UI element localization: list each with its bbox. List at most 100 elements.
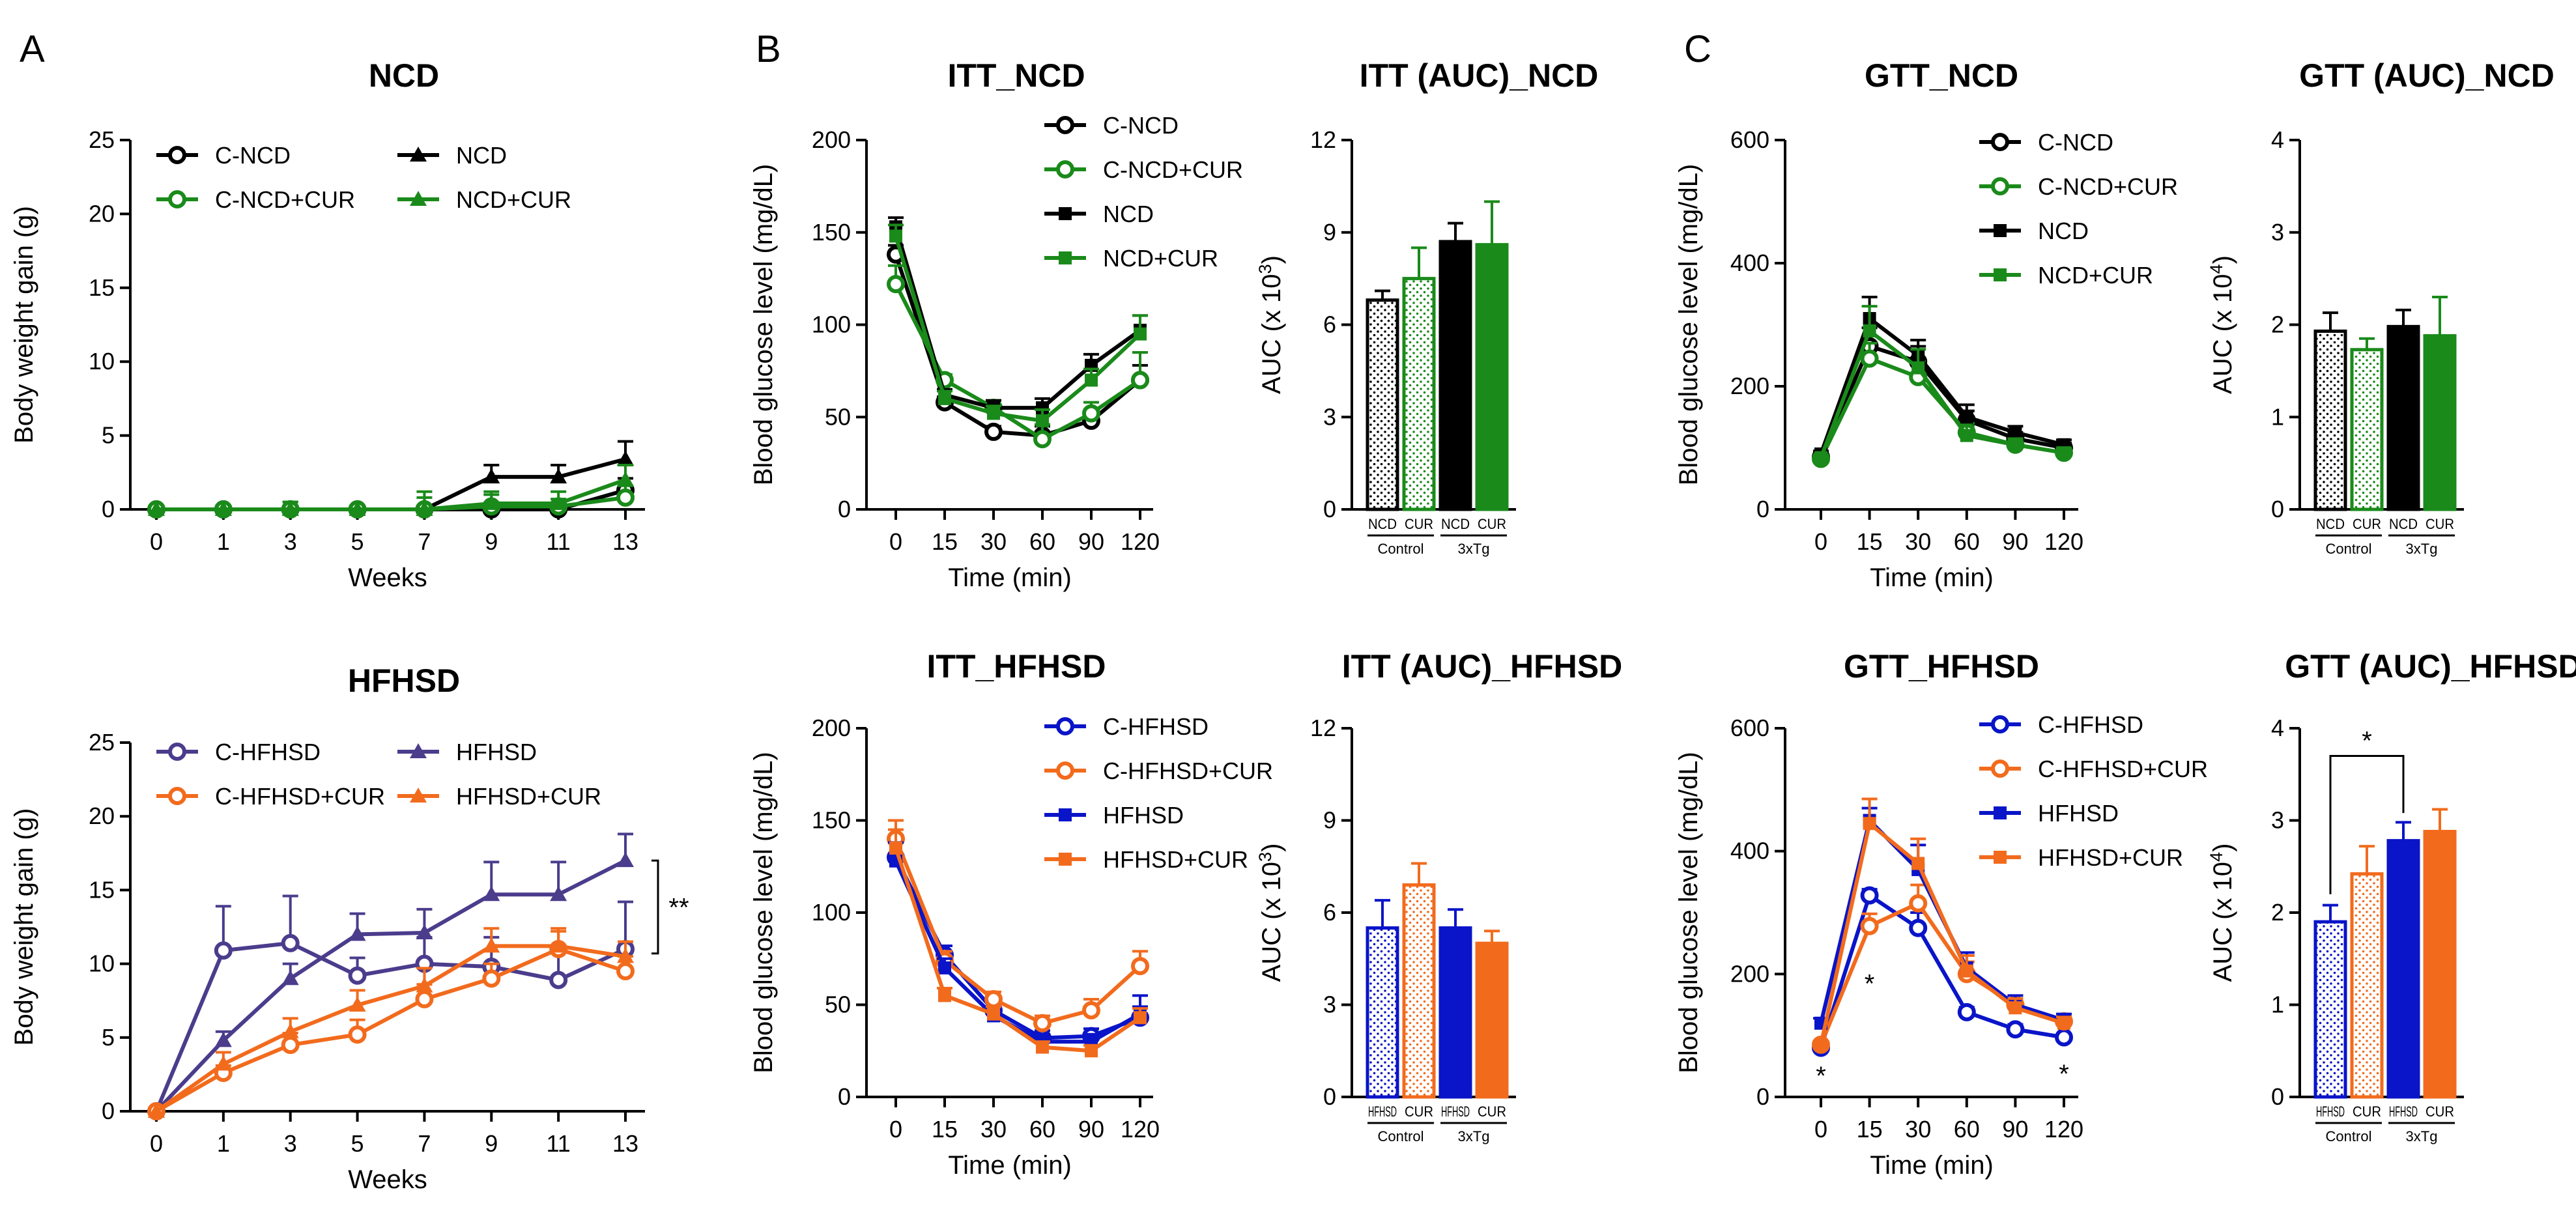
y-axis-label: AUC (x 104) bbox=[2207, 844, 2237, 982]
x-tick-label: 5 bbox=[351, 528, 364, 555]
data-point bbox=[2009, 425, 2022, 439]
y-tick-label: 0 bbox=[838, 1083, 851, 1110]
y-tick-label: 4 bbox=[2271, 126, 2284, 153]
data-point bbox=[1911, 361, 1925, 375]
legend-label: NCD bbox=[456, 142, 507, 169]
y-tick-label: 4 bbox=[2271, 715, 2284, 741]
y-tick-label: 9 bbox=[1323, 219, 1336, 246]
y-axis-label-text: AUC (x 10 bbox=[2209, 274, 2237, 394]
data-point bbox=[2009, 438, 2022, 451]
legend-label: NCD+CUR bbox=[1103, 245, 1218, 272]
legend-swatch-marker bbox=[168, 146, 186, 164]
data-point bbox=[2057, 446, 2070, 460]
data-point bbox=[214, 941, 233, 960]
y-tick-label: 0 bbox=[838, 496, 851, 522]
y-axis-label-text: Blood glucose level (mg/dL) bbox=[749, 752, 778, 1073]
data-point bbox=[148, 501, 165, 516]
y-tick-label: 0 bbox=[1323, 1083, 1336, 1110]
data-point bbox=[1131, 957, 1149, 976]
data-point bbox=[2057, 1016, 2070, 1030]
legend-swatch-marker bbox=[1059, 207, 1072, 220]
series-line bbox=[894, 860, 1141, 1044]
legend-swatch-marker bbox=[1994, 268, 2007, 281]
bar bbox=[2350, 872, 2384, 1099]
data-point bbox=[1814, 1038, 1827, 1051]
data-point bbox=[984, 422, 1003, 441]
legend-swatch-marker bbox=[1056, 160, 1074, 178]
x-tick-label: 30 bbox=[1905, 528, 1931, 555]
y-axis-label-text: Blood glucose level (mg/dL) bbox=[1674, 164, 1703, 486]
data-point bbox=[2006, 1020, 2025, 1039]
x-tick-label: 13 bbox=[612, 1130, 638, 1157]
x-tick-label: 30 bbox=[1905, 1116, 1931, 1143]
data-point bbox=[887, 275, 905, 294]
y-tick-label: 0 bbox=[1756, 1083, 1769, 1110]
data-point bbox=[349, 926, 366, 941]
bar bbox=[2313, 329, 2347, 511]
y-tick-label: 50 bbox=[825, 991, 851, 1018]
x-tick-label: 15 bbox=[1857, 528, 1883, 555]
legend-label: C-HFHSD+CUR bbox=[1103, 758, 1273, 784]
data-point bbox=[348, 1025, 367, 1044]
data-point bbox=[1036, 401, 1049, 415]
data-point bbox=[281, 970, 299, 986]
legend-swatch-marker bbox=[1059, 808, 1072, 821]
x-tick-label: 0 bbox=[1814, 528, 1827, 555]
data-point bbox=[550, 886, 567, 902]
category-label: CUR bbox=[1405, 1103, 1433, 1120]
category-label: HFHSD bbox=[1441, 1103, 1470, 1120]
bar bbox=[2423, 334, 2457, 511]
y-tick-label: 12 bbox=[1310, 715, 1336, 741]
y-tick-label: 15 bbox=[89, 274, 115, 301]
x-tick-label: 0 bbox=[889, 1116, 902, 1143]
group-label: 3xTg bbox=[2406, 541, 2438, 557]
data-point bbox=[1036, 1040, 1049, 1054]
data-point bbox=[550, 937, 567, 953]
data-point bbox=[2055, 1028, 2073, 1047]
data-point bbox=[281, 1036, 300, 1055]
series-line bbox=[155, 944, 626, 1113]
data-point bbox=[1134, 327, 1147, 341]
data-point bbox=[1134, 1011, 1147, 1025]
data-point bbox=[1131, 371, 1149, 390]
y-tick-label: 5 bbox=[102, 422, 115, 449]
data-point bbox=[214, 501, 232, 516]
y-tick-label: 3 bbox=[1323, 403, 1336, 430]
x-tick-label: 60 bbox=[1954, 1116, 1980, 1143]
x-tick-label: 120 bbox=[2044, 528, 2083, 555]
series-line bbox=[156, 477, 626, 511]
group-label: Control bbox=[1378, 1128, 1424, 1144]
legend-swatch-marker bbox=[410, 788, 427, 803]
y-tick-label: 50 bbox=[825, 403, 851, 430]
data-point bbox=[148, 1103, 165, 1118]
bar bbox=[2350, 348, 2384, 511]
y-tick-label: 5 bbox=[102, 1024, 115, 1051]
data-point bbox=[1085, 373, 1098, 387]
y-axis-label-close: ) bbox=[1257, 255, 1286, 264]
legend-label: HFHSD bbox=[1103, 802, 1184, 829]
legend-label: C-HFHSD bbox=[2038, 711, 2143, 738]
legend-swatch-marker bbox=[1991, 133, 2009, 151]
y-tick-label: 0 bbox=[1756, 496, 1769, 522]
bar bbox=[1475, 243, 1509, 511]
y-tick-label: 3 bbox=[2271, 219, 2284, 246]
legend-swatch-marker bbox=[410, 147, 427, 162]
y-axis-label-text: AUC (x 10 bbox=[1257, 862, 1286, 982]
category-label: NCD bbox=[2316, 516, 2345, 532]
x-tick-label: 0 bbox=[889, 528, 902, 555]
series-line bbox=[154, 859, 627, 1113]
legend-label: HFHSD+CUR bbox=[2038, 844, 2183, 871]
bar bbox=[1438, 926, 1472, 1099]
y-tick-label: 200 bbox=[1730, 960, 1769, 987]
legend-label: C-HFHSD+CUR bbox=[2038, 756, 2208, 782]
series-ncd-cur bbox=[148, 463, 634, 516]
legend-label: C-HFHSD+CUR bbox=[215, 783, 385, 810]
y-axis-label: AUC (x 103) bbox=[1255, 844, 1286, 982]
x-axis-label: Weeks bbox=[348, 1165, 427, 1194]
x-axis-label: Time (min) bbox=[1870, 563, 1994, 592]
significance-bracket bbox=[2329, 754, 2405, 894]
legend-swatch-marker bbox=[410, 191, 427, 206]
y-tick-label: 3 bbox=[2271, 807, 2284, 834]
x-axis-label: Weeks bbox=[348, 563, 427, 592]
